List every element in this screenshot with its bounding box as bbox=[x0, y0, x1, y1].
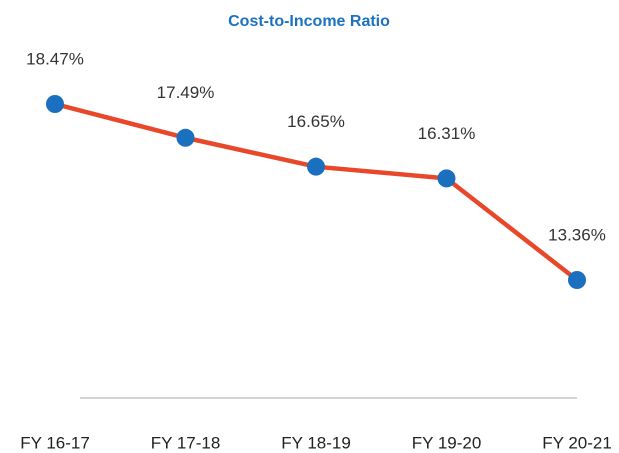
data-label: 13.36% bbox=[548, 225, 606, 244]
x-tick-label: FY 20-21 bbox=[542, 433, 612, 452]
data-label: 16.31% bbox=[418, 124, 476, 143]
x-tick-label: FY 19-20 bbox=[412, 433, 482, 452]
x-tick-label: FY 18-19 bbox=[281, 433, 351, 452]
marker bbox=[437, 169, 456, 188]
marker bbox=[307, 157, 325, 176]
data-label: 16.65% bbox=[287, 112, 345, 131]
x-tick-label: FY 16-17 bbox=[20, 433, 90, 452]
chart-title: Cost-to-Income Ratio bbox=[228, 13, 390, 30]
x-tick-label: FY 17-18 bbox=[151, 433, 221, 452]
marker bbox=[568, 271, 586, 289]
data-label: 18.47% bbox=[26, 49, 84, 68]
marker bbox=[176, 128, 195, 147]
marker bbox=[46, 95, 64, 113]
data-label: 17.49% bbox=[157, 83, 215, 102]
